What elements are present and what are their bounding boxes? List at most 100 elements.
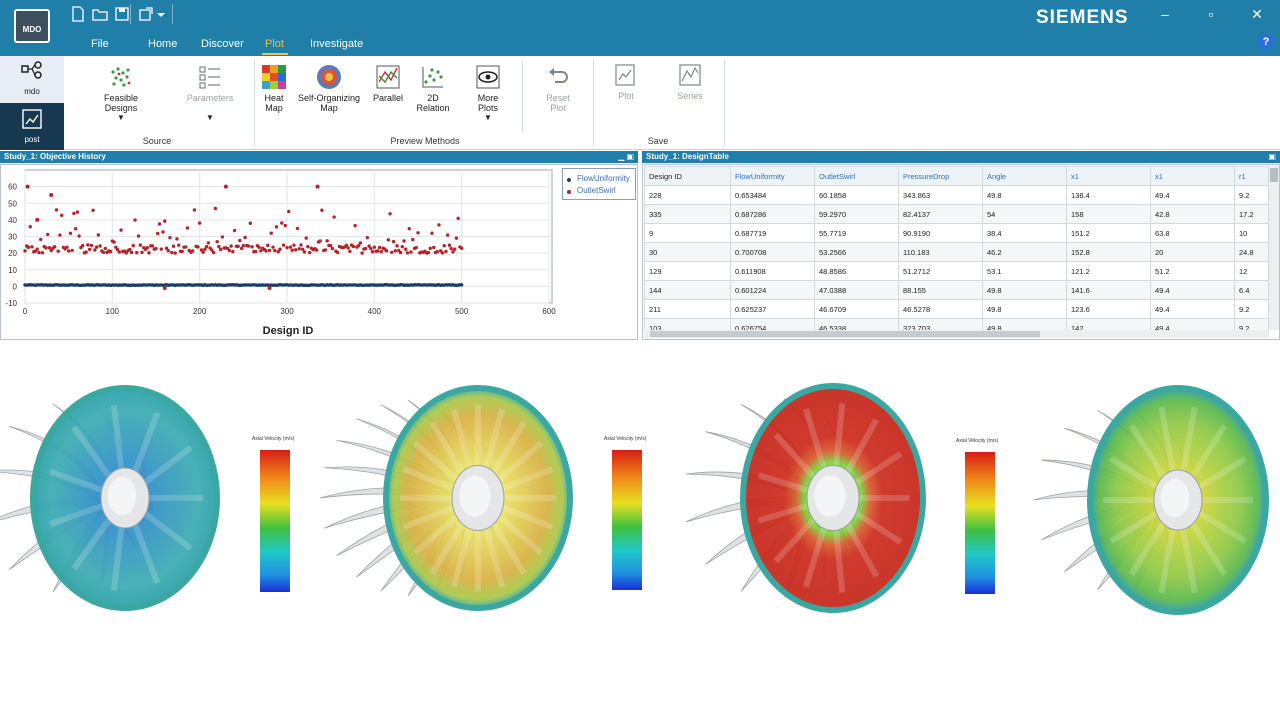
outletswirl-point bbox=[369, 247, 373, 251]
column-header[interactable]: FlowUniformity bbox=[730, 166, 815, 186]
colorbar-3 bbox=[965, 452, 995, 594]
column-header[interactable]: x1 bbox=[1066, 166, 1151, 186]
outletswirl-point bbox=[192, 208, 197, 212]
reset-plot-button[interactable]: Reset Plot bbox=[538, 64, 578, 113]
close-button[interactable]: ✕ bbox=[1251, 6, 1263, 22]
tab-plot[interactable]: Plot bbox=[265, 38, 284, 50]
qat-separator bbox=[172, 4, 173, 24]
table-row[interactable]: 228 0.653484 60.1858 343.863 49.8 138.4 49.4 9.… bbox=[644, 185, 1269, 205]
save-plot-button[interactable]: Plot bbox=[610, 62, 642, 101]
tab-file[interactable]: File bbox=[91, 38, 109, 50]
outletswirl-point bbox=[360, 251, 364, 255]
table-cell: 0.687719 bbox=[730, 223, 815, 243]
y-tick-label: 40 bbox=[8, 216, 17, 225]
outletswirl-point bbox=[405, 251, 410, 255]
outletswirl-point bbox=[133, 218, 137, 222]
heat-map-button[interactable]: Heat Map bbox=[258, 64, 290, 113]
table-cell: 17.2 bbox=[1234, 204, 1269, 224]
outletswirl-point bbox=[103, 246, 108, 251]
outletswirl-point bbox=[290, 248, 294, 252]
legend-item-flowuniformity[interactable]: FlowUniformity bbox=[577, 174, 630, 183]
export-icon[interactable] bbox=[138, 6, 154, 22]
column-header[interactable]: r1 bbox=[1234, 166, 1269, 186]
column-header[interactable]: Design ID bbox=[644, 166, 731, 186]
table-cell: 53.2566 bbox=[814, 242, 899, 262]
outletswirl-point bbox=[239, 246, 244, 251]
help-icon[interactable]: ? bbox=[1258, 34, 1274, 50]
save-plot-icon bbox=[615, 64, 635, 86]
relation-label-2: Relation bbox=[416, 103, 450, 113]
outletswirl-point bbox=[335, 250, 340, 255]
outletswirl-point bbox=[93, 248, 97, 252]
x-tick-label: 200 bbox=[193, 307, 207, 316]
post-icon bbox=[22, 109, 42, 129]
outletswirl-point bbox=[44, 246, 48, 250]
column-header[interactable]: PressureDrop bbox=[898, 166, 983, 186]
design-table[interactable]: Design ID FlowUniformity OutletSwirl Pressu… bbox=[644, 166, 1269, 338]
table-cell: 38.4 bbox=[982, 223, 1067, 243]
table-row[interactable]: 211 0.625237 46.6709 46.5278 49.8 123.6 49.4 9.… bbox=[644, 299, 1269, 319]
outletswirl-point bbox=[56, 249, 60, 253]
vertical-scrollbar[interactable] bbox=[1269, 166, 1279, 330]
parameters-button[interactable]: Parameters ▼ bbox=[182, 64, 238, 122]
maximize-button[interactable]: ▫ bbox=[1208, 6, 1214, 22]
parallel-button[interactable]: Parallel bbox=[370, 64, 406, 103]
outletswirl-point bbox=[346, 246, 350, 250]
panel-window-buttons[interactable]: ▁ ▣ bbox=[618, 152, 634, 161]
fan-render-2 bbox=[319, 385, 573, 611]
table-cell: 9 bbox=[644, 223, 731, 243]
x-tick-label: 400 bbox=[368, 307, 382, 316]
chevron-down-icon: ▼ bbox=[484, 113, 492, 122]
undo-icon bbox=[549, 68, 568, 83]
outletswirl-point bbox=[257, 245, 261, 249]
table-row[interactable]: 9 0.687719 55.7719 90.9190 38.4 151.2 63.8 10 bbox=[644, 223, 1269, 243]
minimize-button[interactable]: – bbox=[1161, 6, 1169, 22]
table-row[interactable]: 129 0.611908 48.8586 51.2712 53.1 121.2 51.2 12 bbox=[644, 261, 1269, 281]
save-icon[interactable] bbox=[114, 6, 130, 22]
outletswirl-point bbox=[246, 244, 251, 248]
self-organizing-map-button[interactable]: Self-Organizing Map bbox=[296, 64, 362, 113]
save-series-button[interactable]: Series bbox=[673, 62, 707, 101]
table-cell: 228 bbox=[644, 185, 731, 205]
y-tick-label: 0 bbox=[13, 282, 18, 291]
outletswirl-point bbox=[330, 246, 335, 251]
group-label-source: Source bbox=[142, 136, 172, 146]
design-table-title: Study_1: DesignTable bbox=[646, 152, 729, 161]
objective-history-chart[interactable]: 0 100 200 300 400 500 600 -10 0 10 20 30 40 50 60 Des… bbox=[0, 166, 580, 338]
outletswirl-point bbox=[402, 239, 406, 243]
outletswirl-point bbox=[238, 238, 242, 243]
outletswirl-point bbox=[84, 250, 88, 254]
column-header[interactable]: OutletSwirl bbox=[814, 166, 899, 186]
chart-legend[interactable]: FlowUniformity OutletSwirl bbox=[562, 168, 636, 200]
tab-discover[interactable]: Discover bbox=[201, 38, 244, 50]
vertical-scrollbar-thumb[interactable] bbox=[1270, 168, 1278, 182]
panel-window-buttons[interactable]: ▣ bbox=[1268, 152, 1276, 161]
legend-item-outletswirl[interactable]: OutletSwirl bbox=[577, 186, 616, 195]
table-row[interactable]: 335 0.687286 59.2970 82.4137 54 158 42.8 17.2 bbox=[644, 204, 1269, 224]
tab-investigate[interactable]: Investigate bbox=[310, 38, 364, 50]
table-row[interactable]: 144 0.601224 47.0388 88.155 49.8 141.6 49.4 6.4 bbox=[644, 280, 1269, 300]
save-plot-label: Plot bbox=[618, 91, 634, 101]
y-tick-label: -10 bbox=[5, 299, 17, 308]
feasible-designs-button[interactable]: Feasible Designs ▼ bbox=[95, 64, 147, 122]
qat-dropdown-icon[interactable] bbox=[156, 6, 166, 22]
open-folder-icon[interactable] bbox=[92, 6, 108, 22]
group-separator bbox=[724, 60, 725, 146]
nav-item-mdo[interactable]: mdo bbox=[0, 56, 64, 103]
som-label-2: Map bbox=[320, 103, 338, 113]
column-header[interactable]: x1 bbox=[1150, 166, 1235, 186]
nav-item-post[interactable]: post bbox=[0, 103, 64, 150]
column-header[interactable]: Angle bbox=[982, 166, 1067, 186]
app-logo[interactable]: MDO bbox=[14, 9, 50, 43]
2d-relation-button[interactable]: 2D Relation bbox=[414, 64, 452, 113]
table-row[interactable]: 30 0.700708 53.2566 110.183 46.2 152.8 20 24.8 bbox=[644, 242, 1269, 262]
colorbar-2 bbox=[612, 450, 642, 590]
new-file-icon[interactable] bbox=[70, 6, 86, 22]
horizontal-scrollbar-thumb[interactable] bbox=[650, 331, 1040, 337]
tab-home[interactable]: Home bbox=[148, 38, 178, 50]
outletswirl-point bbox=[117, 250, 122, 254]
parallel-label: Parallel bbox=[372, 93, 403, 103]
outletswirl-point bbox=[119, 228, 123, 232]
design-table-header: Study_1: DesignTable ▣ bbox=[642, 151, 1280, 163]
more-plots-button[interactable]: More Plots ▼ bbox=[470, 64, 506, 122]
